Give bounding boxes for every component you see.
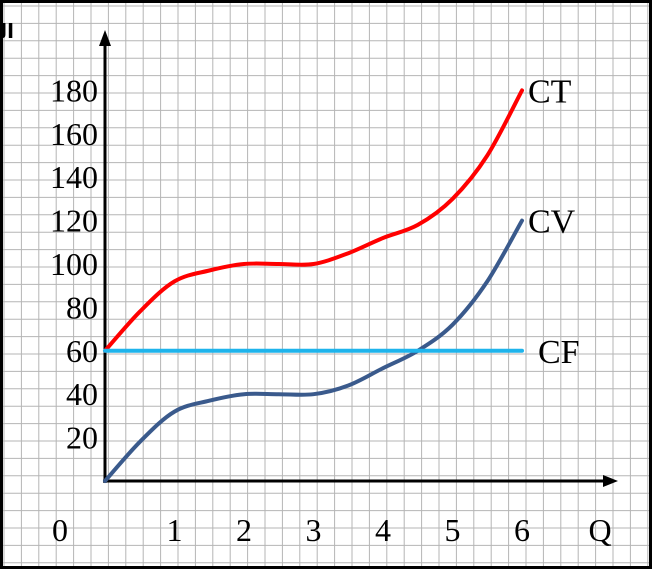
- series-line-ct: [103, 88, 524, 353]
- y-tick-label: 60: [66, 333, 98, 369]
- y-tick-label: 20: [66, 420, 98, 456]
- x-tick-label: 1: [167, 512, 183, 548]
- x-tick-label: 6: [514, 512, 530, 548]
- series-labels: CT CV CF: [528, 73, 580, 370]
- y-tick-label: 120: [50, 203, 98, 239]
- series-lines: [103, 88, 524, 483]
- x-tick-label: 2: [236, 512, 252, 548]
- y-tick-label: 100: [50, 246, 98, 282]
- origin-label: 0: [52, 512, 68, 548]
- x-tick-label: 3: [306, 512, 322, 548]
- y-tick-label: 80: [66, 289, 98, 325]
- y-tick-label: 140: [50, 159, 98, 195]
- y-tick-label: 160: [50, 116, 98, 152]
- series-label-cv: CV: [528, 204, 576, 241]
- y-axis-arrow: [99, 30, 111, 46]
- axes: [99, 30, 618, 487]
- y-tick-label: 40: [66, 376, 98, 412]
- x-tick-label: 5: [445, 512, 461, 548]
- x-tick-label: 4: [375, 512, 391, 548]
- grid: [3, 3, 649, 566]
- x-axis-arrow: [603, 475, 618, 487]
- series-line-cv: [103, 218, 524, 483]
- x-axis-label: Q: [588, 512, 611, 548]
- y-axis-label: التكلفة: [0, 19, 14, 43]
- series-label-cf: CF: [538, 334, 580, 371]
- y-tick-label: 180: [50, 72, 98, 108]
- series-label-ct: CT: [528, 73, 572, 110]
- tick-labels: 20 40 60 80 100 120 140 160 180 1 2 3 4 5 6: [50, 72, 530, 548]
